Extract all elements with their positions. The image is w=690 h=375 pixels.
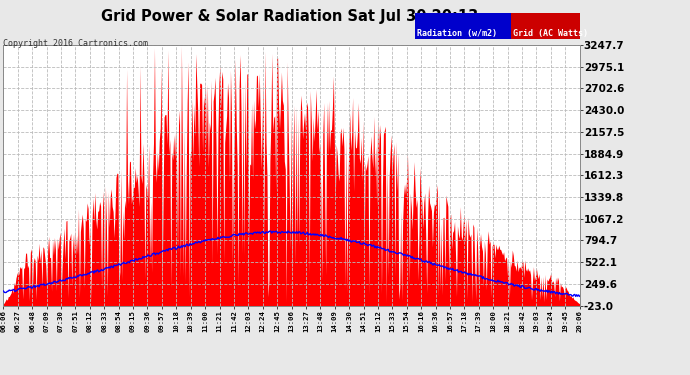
Text: Grid Power & Solar Radiation Sat Jul 30 20:13: Grid Power & Solar Radiation Sat Jul 30 … [101, 9, 478, 24]
Text: Radiation (w/m2): Radiation (w/m2) [417, 29, 497, 38]
Text: Copyright 2016 Cartronics.com: Copyright 2016 Cartronics.com [3, 39, 148, 48]
Text: Grid (AC Watts): Grid (AC Watts) [513, 29, 588, 38]
